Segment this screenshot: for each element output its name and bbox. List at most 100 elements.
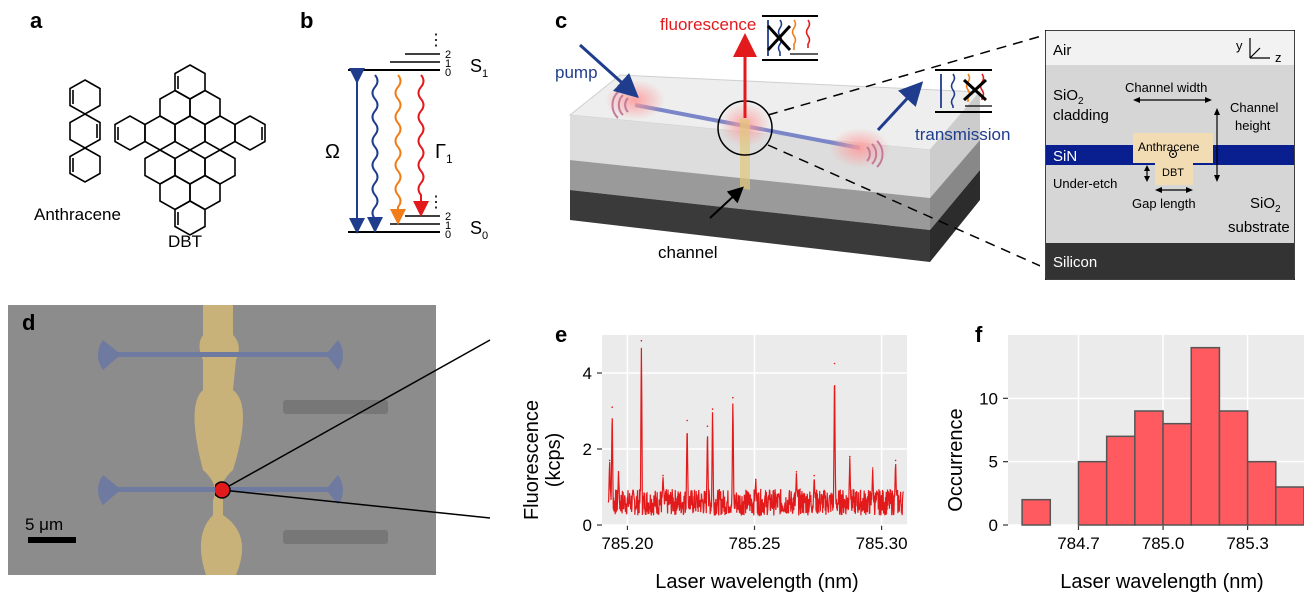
- chart-f-ytick-label: 5: [989, 453, 998, 472]
- axis-z-label: z: [1275, 50, 1282, 65]
- scale-bar: [28, 537, 76, 543]
- gap-length-label: Gap length: [1132, 196, 1196, 211]
- s0-label: S0: [470, 218, 488, 242]
- panel-label-f: f: [975, 322, 983, 347]
- chart-e-peak-point: [849, 455, 851, 458]
- silicon-label: Silicon: [1053, 254, 1097, 271]
- dbt-cs-label: DBT: [1162, 167, 1184, 179]
- chart-f-bar: [1077, 460, 1108, 526]
- chart-f-ytick-label: 0: [989, 516, 998, 535]
- channel-arrow: [709, 186, 744, 219]
- wavy-arrow-orange: [390, 74, 406, 225]
- chart-e-peak-point: [813, 474, 816, 477]
- pump-arrow: [578, 43, 639, 99]
- zoom-marker: [215, 481, 231, 499]
- pump-label: pump: [555, 63, 598, 82]
- chart-f-ylabel: Occurrence: [945, 408, 967, 511]
- chart-e-peak-point: [711, 408, 714, 410]
- wavy-arrow-blue: [367, 74, 383, 233]
- cross-section: y z Air SiO2 cladding Channel width Chan…: [1045, 30, 1295, 280]
- chart-e-peak-point: [686, 419, 688, 422]
- air-label: Air: [1053, 42, 1071, 59]
- chart-e-xtick-label: 785.25: [729, 534, 781, 553]
- s1-vib-0: 0: [445, 67, 451, 79]
- channel-height-label-2: height: [1235, 118, 1271, 133]
- histogram-chart: Occurrence Laser wavelength (nm) 784.7 78…: [945, 335, 1304, 593]
- anthracene-cs-label: Anthracene: [1138, 140, 1200, 154]
- chart-e-xtick-label: 785.30: [856, 534, 908, 553]
- chart-f-bar: [1218, 410, 1249, 526]
- chart-e-peak-point: [611, 406, 613, 408]
- panel-label-e: e: [555, 322, 568, 347]
- chart-e-peak-point: [871, 467, 874, 469]
- chart-e-peak-point: [662, 474, 664, 477]
- s0-vib-2: 2: [445, 211, 451, 223]
- transmission-label: transmission: [915, 125, 1010, 144]
- axis-y-label: y: [1236, 38, 1243, 53]
- chart-f-xtick-label: 784.7: [1057, 534, 1100, 553]
- grating-coupler-right: [866, 140, 884, 168]
- panel-label-a: a: [30, 8, 43, 33]
- chart-f-ytick-label: 10: [979, 389, 998, 408]
- fluorescence-chart: Fluorescence (kcps) Laser wavelength (nm…: [521, 335, 908, 593]
- gamma-label: Γ1: [435, 141, 453, 166]
- wavy-arrow-red: [413, 74, 429, 217]
- gold-channel: [194, 305, 243, 575]
- s1-label: S1: [470, 56, 488, 80]
- sio2-bot-label: SiO2: [1250, 195, 1281, 215]
- chart-e-xtick-label: 785.20: [601, 534, 653, 553]
- chart-e-ytick-label: 0: [583, 516, 592, 535]
- chart-f-bar: [1162, 422, 1192, 526]
- under-etch-label: Under-etch: [1053, 176, 1117, 191]
- chart-f-bar: [1021, 498, 1052, 526]
- omega-label: Ω: [325, 141, 340, 163]
- chart-f-bar: [1246, 460, 1277, 526]
- substrate-label: substrate: [1228, 219, 1290, 236]
- device-illustration: fluorescence pump transmission channel: [555, 15, 1040, 267]
- chart-e-ylabel-2: (kcps): [543, 433, 565, 487]
- chart-f-xtick-label: 785.0: [1142, 534, 1185, 553]
- chart-e-ytick-label: 4: [583, 364, 592, 383]
- chart-e-peak-point: [795, 471, 798, 473]
- s1-vib-2: 2: [445, 49, 451, 61]
- channel-height-label-1: Channel: [1230, 100, 1279, 115]
- panel-label-c: c: [555, 8, 568, 33]
- chart-e-ytick-label: 2: [583, 440, 592, 459]
- s1-vib-1: 1: [445, 58, 451, 70]
- sio2-top-label: SiO2: [1053, 87, 1084, 107]
- dbt-label: DBT: [168, 232, 202, 251]
- chart-f-bar: [1190, 346, 1221, 526]
- chart-e-xlabel: Laser wavelength (nm): [655, 571, 858, 593]
- chart-e-peak-point: [894, 459, 897, 462]
- anthracene-label: Anthracene: [34, 205, 121, 224]
- cladding-label: cladding: [1053, 107, 1109, 124]
- sin-label: SiN: [1053, 148, 1077, 165]
- chart-f-bar: [1105, 435, 1136, 526]
- chart-e-plot: 785.20 785.25 785.30 0 2 4: [583, 335, 908, 553]
- s0-vib-0: 0: [445, 229, 451, 241]
- chart-f-bar: [1275, 486, 1304, 526]
- fluorescence-label: fluorescence: [660, 15, 756, 34]
- scale-bar-label: 5 μm: [25, 515, 64, 534]
- zoom-lines-d: [215, 339, 491, 519]
- chart-f-xlabel: Laser wavelength (nm): [1060, 571, 1263, 593]
- chart-f-plot: 784.7 785.0 785.3 0 5 10: [979, 335, 1304, 553]
- chart-e-peak-point: [732, 396, 734, 399]
- chart-e-peak-point: [640, 339, 643, 342]
- chart-f-xtick-label: 785.3: [1226, 534, 1269, 553]
- chart-e-peak-point: [833, 362, 836, 365]
- upper-dots: ⋮: [428, 32, 444, 49]
- chart-e-ylabel-1: Fluorescence: [521, 400, 543, 520]
- chart-e-peak-point: [608, 459, 611, 462]
- molecule-structures: [69, 64, 266, 236]
- panel-label-b: b: [300, 8, 314, 33]
- microscope-image: [8, 305, 436, 575]
- energy-level-diagram: 2 1 0 2 1 0 ⋮ ⋮ S1 S0 Ω Γ1: [325, 32, 488, 242]
- mini-diagram-top: [762, 15, 818, 61]
- dbt-molecule: [114, 64, 266, 236]
- channel-width-label: Channel width: [1125, 80, 1207, 95]
- anthracene-molecule: [69, 79, 101, 183]
- chart-f-bar: [1134, 410, 1164, 526]
- chart-e-peak-point: [754, 478, 757, 481]
- panel-label-d: d: [22, 310, 36, 335]
